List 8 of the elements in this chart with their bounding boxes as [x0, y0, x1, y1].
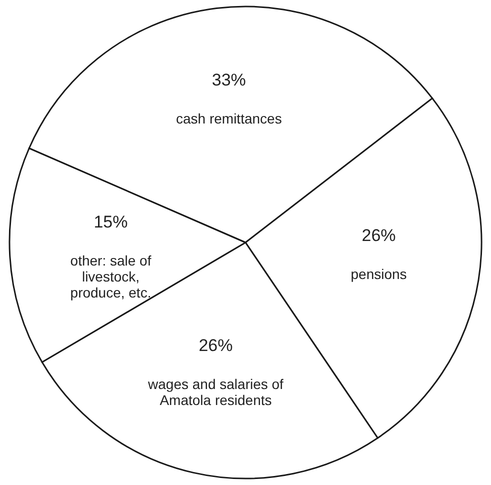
- slice-label: wages and salaries of Amatola residents: [147, 376, 284, 408]
- data-label: 26%: [198, 336, 233, 356]
- slice-label: cash remittances: [176, 110, 282, 127]
- data-label: 15%: [94, 212, 128, 232]
- data-label: 26%: [362, 226, 396, 245]
- data-label: 33%: [212, 70, 246, 90]
- slice-label: other: sale of livestock, produce, etc.: [70, 252, 152, 301]
- slice-label: pensions: [350, 266, 407, 282]
